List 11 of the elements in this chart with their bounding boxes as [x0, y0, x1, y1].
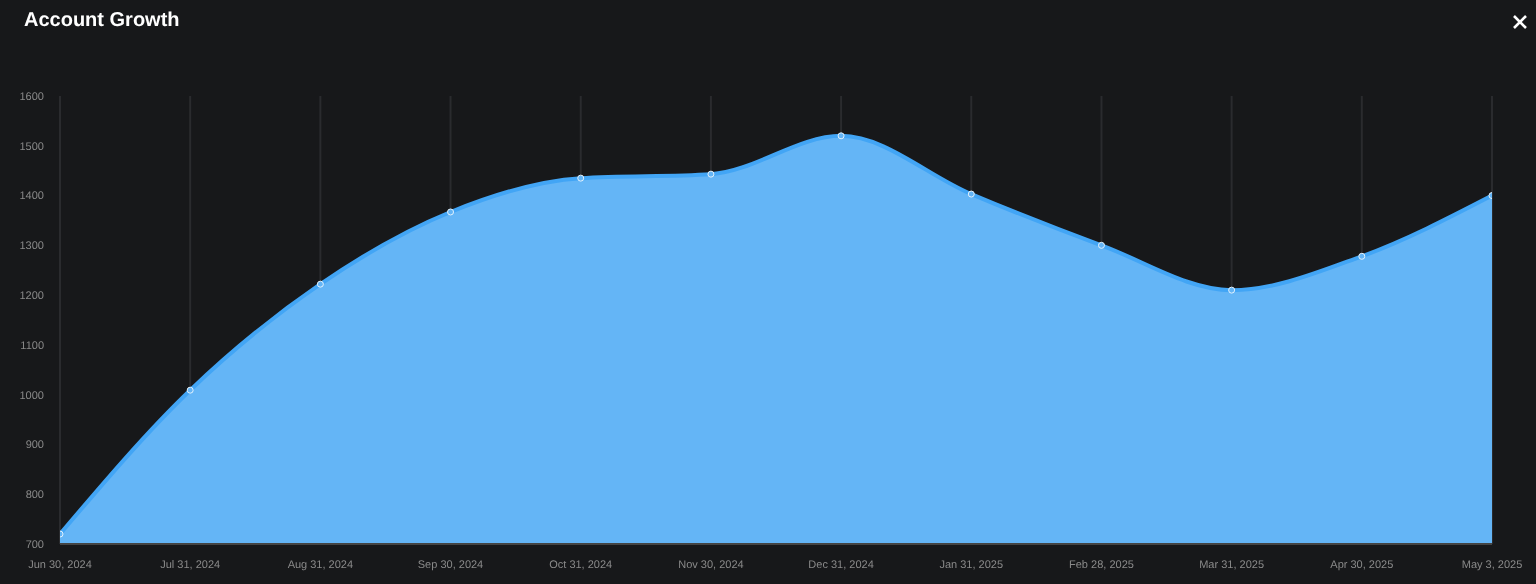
- point: [707, 170, 715, 178]
- chart-title: Account Growth: [24, 10, 180, 32]
- point: [316, 280, 324, 288]
- point: [1358, 252, 1366, 260]
- point: [837, 132, 845, 140]
- point: [1097, 241, 1105, 249]
- point: [186, 386, 194, 394]
- point: [577, 174, 585, 182]
- point: [447, 208, 455, 216]
- point: [967, 190, 975, 198]
- point: [1228, 286, 1236, 294]
